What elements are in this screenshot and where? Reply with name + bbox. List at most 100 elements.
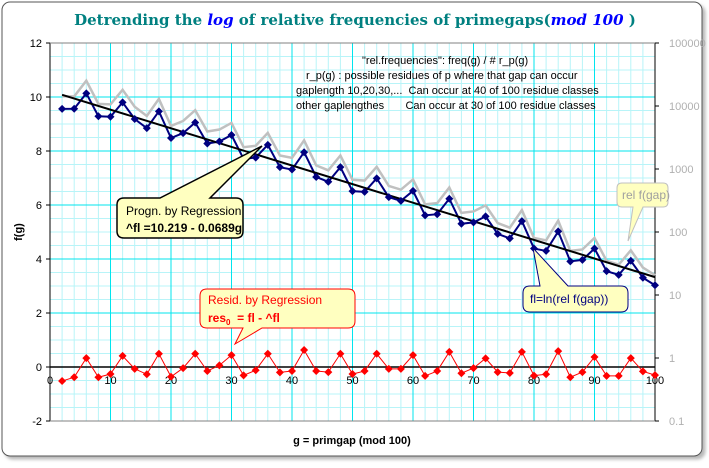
fl-point xyxy=(142,124,151,133)
residual-point xyxy=(481,354,490,363)
x-tick-label: 50 xyxy=(346,375,358,387)
residual-point xyxy=(324,368,333,377)
regression-label-2: ^fl =10.219 - 0.0689g xyxy=(126,221,242,235)
y2-tick-label: 100 xyxy=(669,227,687,239)
residual-point xyxy=(130,364,139,373)
residual-point xyxy=(179,364,188,373)
fl-point xyxy=(179,129,188,138)
residual-point xyxy=(82,354,91,363)
x-tick-label: 70 xyxy=(467,375,479,387)
y-tick-label: 4 xyxy=(36,254,42,266)
residual-point xyxy=(288,367,296,376)
fl-point xyxy=(275,163,284,172)
residual-point xyxy=(227,351,236,360)
residual-point xyxy=(118,351,127,360)
residual-point xyxy=(191,349,200,358)
fl-point xyxy=(263,140,272,149)
residual-point xyxy=(626,354,635,363)
residual-point xyxy=(505,368,514,377)
fl-point xyxy=(626,256,635,265)
x-tick-label: 30 xyxy=(225,375,237,387)
residual-point xyxy=(542,370,551,379)
residual-point xyxy=(469,364,478,373)
residual-point xyxy=(457,369,466,378)
fl-point xyxy=(82,89,91,98)
x-tick-label: 40 xyxy=(286,375,298,387)
fl-point xyxy=(590,244,599,253)
fl-point xyxy=(481,212,490,221)
y-tick-label: 8 xyxy=(36,146,42,158)
y2-tick-label: 10 xyxy=(669,290,681,302)
y-axis-label: f(g) xyxy=(13,223,25,241)
x-axis-label: g = primgap (mod 100) xyxy=(293,435,411,447)
fl-point xyxy=(493,229,502,238)
residual-point xyxy=(239,371,248,380)
residual-point xyxy=(590,353,599,362)
fl-point xyxy=(106,112,115,121)
fl-point xyxy=(215,137,224,146)
fl-point xyxy=(542,246,551,255)
fl-point xyxy=(384,193,393,202)
notes-text: "rel.frequencies": freq(g) / # r_p(g) r_… xyxy=(296,55,599,112)
residual-point xyxy=(614,371,623,380)
fl-point xyxy=(651,281,659,290)
residual-point xyxy=(602,371,611,380)
fl-point xyxy=(372,174,381,183)
fl-point xyxy=(288,165,296,174)
fl-point xyxy=(118,98,127,107)
residual-point xyxy=(396,364,405,373)
relf-label: rel f(gap) xyxy=(622,188,670,202)
fl-point xyxy=(396,196,405,205)
y2-tick-label: 1 xyxy=(669,353,675,365)
fl-point xyxy=(154,107,163,116)
fl-point xyxy=(433,210,442,219)
fl-point xyxy=(58,104,67,113)
residual-point xyxy=(372,349,381,358)
residual-callout: Resid. by Regression res0 = fl - ^fl xyxy=(199,288,356,346)
residual-point xyxy=(312,367,321,376)
fl-callout: fl=ln(rel f(gap)) xyxy=(522,246,629,313)
fl-point xyxy=(505,234,514,243)
y-tick-label: 6 xyxy=(36,200,42,212)
y-tick-label: -2 xyxy=(32,416,42,428)
y-tick-label: 10 xyxy=(30,92,42,104)
fl-point xyxy=(167,134,175,143)
fl-point xyxy=(566,257,575,266)
residual-point xyxy=(421,371,430,380)
y2-tick-label: 1000 xyxy=(669,164,693,176)
residual-point xyxy=(651,371,659,380)
fl-point xyxy=(421,211,430,220)
fl-point xyxy=(445,194,454,203)
chart-title: Detrending the log of relative frequenci… xyxy=(74,11,636,29)
y2-tick-label: 10000 xyxy=(669,101,700,113)
series xyxy=(58,78,659,386)
residual-point xyxy=(336,349,345,358)
fl-point xyxy=(336,163,345,172)
residual-point xyxy=(215,361,224,370)
residual-point xyxy=(167,372,175,381)
fl-point xyxy=(457,219,466,228)
residual-point xyxy=(360,367,369,376)
fl-point xyxy=(517,217,526,226)
residual-point xyxy=(493,368,502,377)
fl-point xyxy=(554,227,563,236)
residual-point xyxy=(275,368,284,377)
residual-point xyxy=(251,366,260,375)
note-line-2: r_p(g) : possible residues of p where th… xyxy=(306,70,578,82)
x-tick-label: 60 xyxy=(407,375,419,387)
fl-point xyxy=(191,118,200,127)
x-tick-label: 20 xyxy=(165,375,177,387)
regression-label-1: Progn. by Regression xyxy=(126,204,241,218)
residual-point xyxy=(638,367,647,376)
fl-point xyxy=(324,177,333,186)
fl-point xyxy=(130,115,139,124)
residual-point xyxy=(384,364,393,373)
fl-point xyxy=(578,255,587,264)
x-tick-label: 100 xyxy=(646,375,664,387)
fl-point xyxy=(312,172,321,181)
residual-point xyxy=(263,349,272,358)
y-tick-label: 0 xyxy=(36,362,42,374)
residual-point xyxy=(300,345,309,354)
note-line-3: gaplength 10,20,30,... Can occur at 40 o… xyxy=(296,85,599,97)
